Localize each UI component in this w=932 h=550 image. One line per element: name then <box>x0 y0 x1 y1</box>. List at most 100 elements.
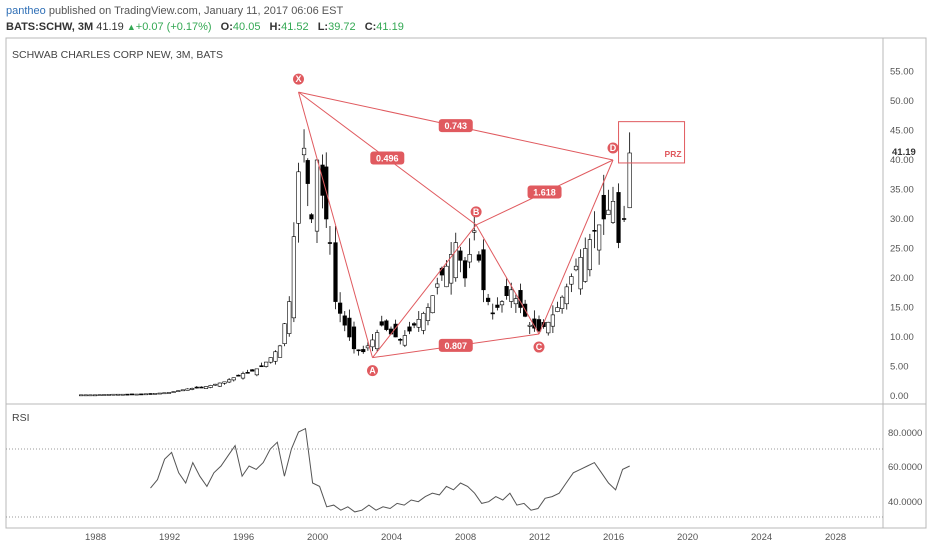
ratio-label: 0.743 <box>444 121 467 131</box>
candle <box>259 365 264 368</box>
candle <box>458 250 463 261</box>
author-link[interactable]: pantheo <box>6 5 46 17</box>
candle <box>627 152 632 209</box>
candle <box>449 254 454 284</box>
time-tick: 2024 <box>751 532 772 543</box>
candle <box>240 373 246 379</box>
candle <box>569 276 574 285</box>
candle <box>509 289 514 302</box>
time-axis[interactable]: 1988 1992 1996 2000 2004 2008 2012 2016 2020 2024… <box>85 532 846 543</box>
symbol-name: BATS:SCHW, 3M <box>6 21 94 33</box>
low-value: 39.72 <box>328 21 356 33</box>
candle <box>203 386 209 389</box>
candle <box>513 298 518 305</box>
time-tick: 2016 <box>603 532 624 543</box>
last-price: 41.19 <box>96 21 124 33</box>
pattern-point-label: D <box>610 143 617 153</box>
candle <box>333 242 338 302</box>
pattern-point-marker[interactable] <box>607 142 619 154</box>
candle <box>111 393 116 396</box>
candle <box>347 317 352 338</box>
candle <box>462 260 468 279</box>
candle <box>291 236 296 319</box>
candle <box>305 160 310 184</box>
candle <box>120 393 125 396</box>
close-value: 41.19 <box>376 21 404 33</box>
candle <box>481 249 486 291</box>
candle <box>250 369 255 372</box>
candle <box>412 323 417 326</box>
pattern-point-label: B <box>473 207 480 217</box>
pattern-point-label: A <box>369 366 376 376</box>
candle <box>476 254 481 261</box>
candle <box>245 372 250 374</box>
time-tick: 2000 <box>307 532 328 543</box>
pattern-leg <box>475 224 540 335</box>
ratio-badge <box>438 119 473 133</box>
rsi-label: RSI <box>12 412 30 424</box>
time-tick: 1992 <box>159 532 180 543</box>
candle <box>129 393 135 396</box>
candle <box>384 320 389 330</box>
price-axis[interactable]: 55.00 50.00 45.00 40.00 35.00 30.00 25.00 20.00… <box>890 67 914 403</box>
candle <box>227 379 232 383</box>
candle <box>490 312 495 315</box>
candle <box>268 357 273 363</box>
candle <box>546 321 551 334</box>
pattern-point-marker[interactable] <box>533 341 545 353</box>
candle <box>536 319 542 332</box>
candle <box>578 257 583 290</box>
candle <box>338 302 343 314</box>
price-tick: 45.00 <box>890 126 914 137</box>
time-tick: 2012 <box>529 532 550 543</box>
candle <box>361 349 366 353</box>
price-tick: 35.00 <box>890 185 914 196</box>
candle <box>583 248 588 282</box>
pattern-leg <box>538 159 614 335</box>
rsi-tick: 40.0000 <box>888 497 922 508</box>
pattern-point-marker[interactable] <box>293 73 304 85</box>
candle <box>621 218 627 220</box>
candle <box>148 393 153 395</box>
candle <box>157 392 162 395</box>
candle <box>79 394 84 397</box>
ratio-badge <box>438 338 473 352</box>
rsi-tick: 80.0000 <box>888 428 922 439</box>
candle <box>550 314 555 327</box>
candle <box>92 394 98 397</box>
candle <box>97 394 102 396</box>
chart-frame <box>5 37 927 529</box>
price-tick: 55.00 <box>890 67 914 78</box>
candle <box>273 351 278 362</box>
prz-box[interactable] <box>618 121 686 164</box>
price-tick: 25.00 <box>890 244 914 255</box>
candle <box>83 394 88 397</box>
price-tick: 0.00 <box>890 391 909 402</box>
candle <box>597 224 602 251</box>
ratio-label: 0.807 <box>444 341 467 351</box>
time-tick: 2008 <box>455 532 476 543</box>
price-tick: 50.00 <box>890 96 914 107</box>
candle <box>231 377 236 381</box>
candle <box>560 296 565 309</box>
candle <box>425 307 431 321</box>
pattern-point-marker[interactable] <box>367 365 378 377</box>
ratio-label: 0.496 <box>376 154 399 164</box>
candle <box>213 383 218 386</box>
candle <box>185 388 190 391</box>
price-tick: 10.00 <box>890 332 914 343</box>
candle <box>398 338 403 341</box>
candle <box>375 332 380 350</box>
candle <box>610 201 616 223</box>
candle <box>106 394 111 396</box>
high-value: 41.52 <box>281 21 309 33</box>
candle <box>444 265 449 288</box>
candle <box>194 386 199 389</box>
pattern-point-marker[interactable] <box>470 206 482 218</box>
candle <box>153 393 158 395</box>
chart-title: SCHWAB CHARLES CORP NEW, 3M, BATS <box>12 49 223 61</box>
candle <box>171 391 176 393</box>
candle <box>180 389 185 392</box>
harmonic-pattern[interactable]: X A B C D 0.496 0.743 1.618 0.807 PRZ <box>293 73 686 377</box>
